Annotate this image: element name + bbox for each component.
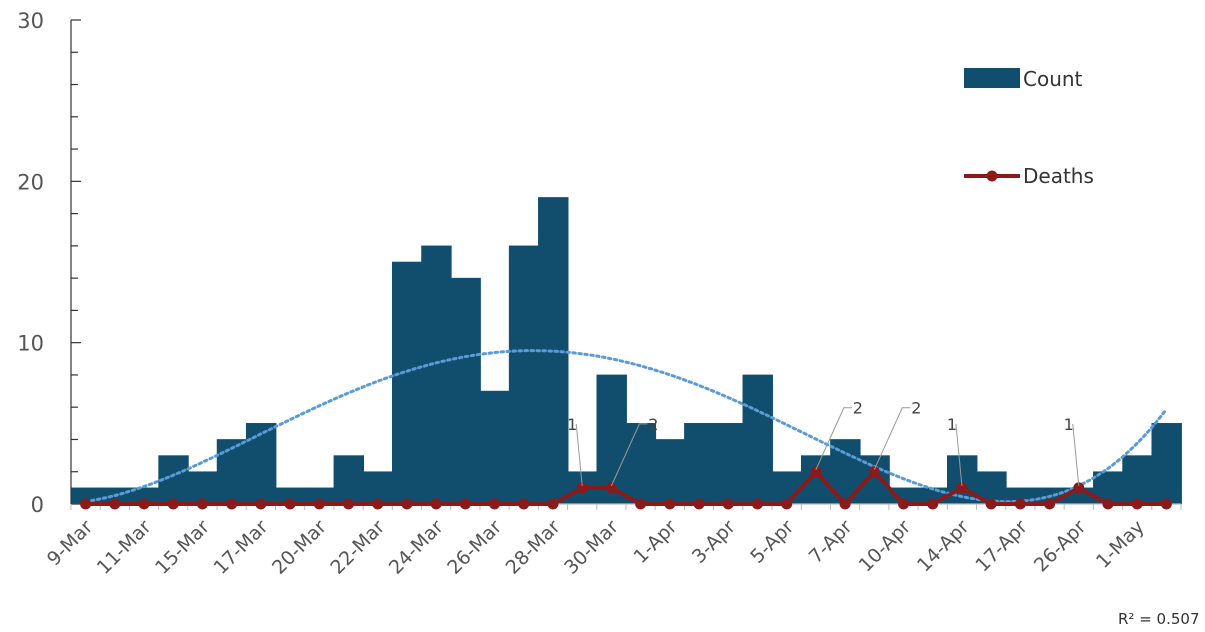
bars-layer	[70, 197, 1182, 505]
death-label-leader	[815, 407, 852, 470]
deaths-point	[635, 498, 647, 510]
deaths-point	[167, 498, 179, 510]
deaths-point	[430, 498, 442, 510]
deaths-point	[664, 498, 676, 510]
x-tick-label: 5-Apr	[746, 516, 798, 568]
x-tick-label: 9-Mar	[43, 516, 97, 570]
y-tick-label: 0	[31, 493, 44, 517]
deaths-point	[401, 498, 413, 510]
death-data-label: 1	[567, 415, 577, 434]
deaths-point	[196, 498, 208, 510]
deaths-point	[343, 498, 354, 510]
death-data-label: 2	[911, 399, 921, 418]
death-data-label: 2	[648, 415, 658, 434]
x-tick-label: 30-Mar	[560, 516, 623, 579]
y-tick-label: 20	[17, 170, 44, 194]
death-label-leader	[575, 423, 583, 486]
death-label-leader	[955, 423, 963, 486]
deaths-point	[839, 498, 851, 510]
x-tick-label: 1-Apr	[629, 516, 681, 568]
legend: Count Deaths	[964, 67, 1094, 188]
count-bar	[450, 277, 481, 505]
deaths-point	[1014, 498, 1026, 510]
legend-deaths-label: Deaths	[1023, 164, 1094, 188]
deaths-point	[1102, 498, 1114, 510]
deaths-point	[109, 498, 121, 510]
deaths-point	[927, 498, 939, 510]
deaths-point	[693, 498, 705, 510]
count-bar	[625, 423, 657, 505]
deaths-point	[810, 466, 822, 478]
deaths-layer	[80, 466, 1172, 510]
deaths-point	[868, 466, 880, 478]
count-bar	[1151, 423, 1182, 505]
death-data-label: 2	[853, 399, 863, 418]
deaths-point	[138, 498, 150, 510]
count-bar	[333, 455, 365, 505]
x-tick-label: 20-Mar	[268, 516, 331, 579]
r-squared-label: R² = 0.507	[1118, 610, 1199, 628]
x-tick-label: 3-Apr	[688, 516, 740, 568]
count-bar	[742, 374, 773, 505]
deaths-point	[985, 498, 997, 510]
x-tick-label: 17-Mar	[210, 516, 273, 579]
deaths-point	[1044, 498, 1056, 510]
death-label-leader	[1072, 423, 1080, 486]
x-tick-label: 7-Apr	[805, 516, 857, 568]
count-bar	[421, 245, 452, 505]
count-bar	[684, 423, 715, 505]
deaths-point	[372, 498, 384, 510]
deaths-point	[898, 498, 909, 510]
y-tick-label: 10	[17, 332, 44, 356]
count-bar	[1122, 455, 1153, 505]
death-label-leader	[873, 407, 911, 470]
deaths-point	[226, 498, 238, 510]
deaths-point	[576, 482, 588, 494]
death-label-leader	[610, 423, 648, 487]
x-tick-label: 1-May	[1092, 516, 1149, 573]
count-bar	[508, 245, 540, 505]
deaths-point	[781, 498, 793, 510]
deaths-point	[605, 482, 617, 494]
x-tick-label: 26-Mar	[443, 516, 506, 579]
x-tick-label: 15-Mar	[151, 516, 214, 579]
deaths-point	[284, 498, 296, 510]
death-data-label: 1	[1064, 415, 1074, 434]
count-bar	[713, 423, 744, 505]
x-tick-label: 17-Apr	[971, 516, 1032, 577]
legend-count-label: Count	[1023, 67, 1083, 91]
deaths-point	[489, 498, 501, 510]
x-tick-label: 24-Mar	[385, 516, 448, 579]
deaths-point	[518, 498, 530, 510]
x-tick-label: 11-Mar	[93, 516, 156, 579]
x-tick-label: 28-Mar	[502, 516, 565, 579]
deaths-point	[751, 498, 763, 510]
count-bar	[392, 261, 423, 505]
legend-deaths-marker	[986, 170, 998, 182]
count-bar	[800, 455, 832, 505]
deaths-point	[459, 498, 471, 510]
deaths-point	[255, 498, 267, 510]
x-tick-label: 14-Apr	[913, 516, 974, 577]
y-tick-label: 30	[17, 9, 44, 33]
x-tick-label: 26-Apr	[1030, 516, 1091, 577]
count-bar	[947, 455, 978, 505]
deaths-point	[313, 498, 325, 510]
deaths-point	[80, 498, 92, 510]
x-tick-label: 22-Mar	[326, 516, 389, 579]
x-tick-label: 10-Apr	[855, 516, 916, 577]
deaths-point	[1160, 498, 1172, 510]
deaths-point	[956, 482, 968, 494]
deaths-point	[722, 498, 734, 510]
count-bar	[654, 439, 686, 505]
legend-count-swatch	[964, 68, 1020, 88]
deaths-point	[1073, 482, 1085, 494]
death-data-label: 1	[947, 415, 957, 434]
deaths-point	[547, 498, 559, 510]
deaths-point	[1131, 498, 1143, 510]
count-bar	[479, 390, 511, 505]
